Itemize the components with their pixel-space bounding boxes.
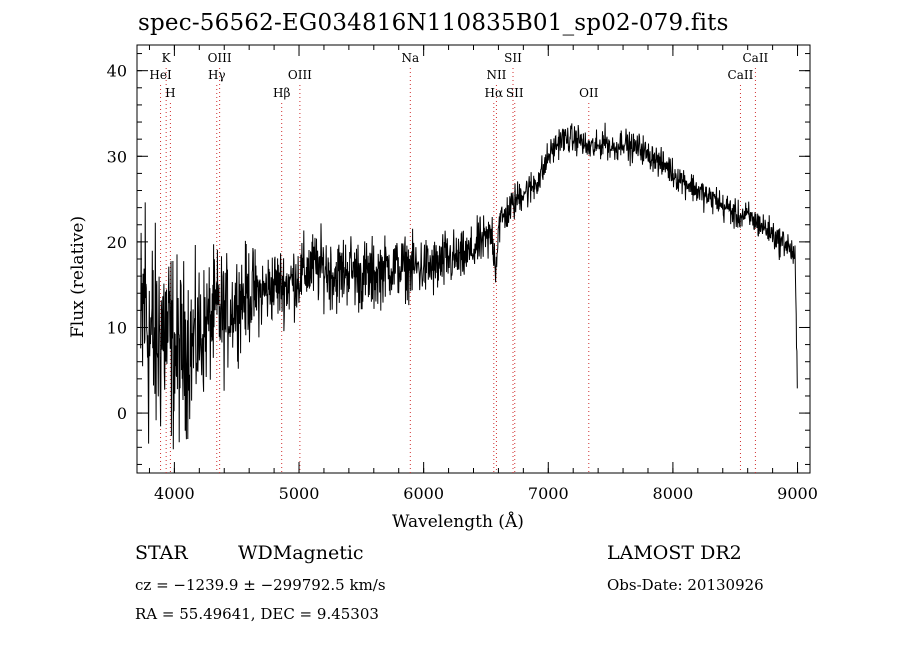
x-tick-label: 5000 [279,484,320,503]
plot-frame [136,44,811,474]
x-axis-label: Wavelength (Å) [392,512,524,532]
x-tick-label: 4000 [154,484,195,503]
y-axis-label: Flux (relative) [68,215,88,338]
line-marker-label: K [162,51,172,65]
line-marker-label: Hβ [273,86,290,100]
line-marker-label: CaII [742,51,768,65]
y-tick-label: 40 [107,62,127,81]
y-tick-label: 0 [117,404,127,423]
y-tick-label: 30 [107,147,127,166]
survey-name: LAMOST DR2 [607,542,742,564]
line-marker-label: OII [579,86,599,100]
line-marker-label: Hα [485,86,504,100]
x-tick-label: 8000 [653,484,694,503]
line-marker-label: Na [401,51,419,65]
line-marker-label: SII [504,51,522,65]
y-tick-label: 20 [107,233,127,252]
chart-title: spec-56562-EG034816N110835B01_sp02-079.f… [138,10,729,36]
axes-layer: 4000 5000 6000 7000 8000 9000 0 10 20 30 40 [107,44,818,503]
obs-date: Obs-Date: 20130926 [607,576,764,594]
x-tick-label: 7000 [528,484,569,503]
line-marker-label: NII [486,68,506,82]
line-marker-label: OIII [288,68,312,82]
object-subclass: WDMagnetic [238,542,364,564]
line-marker-label: OIII [208,51,232,65]
line-marker-label: SII [506,86,524,100]
object-class: STAR [135,542,188,564]
redshift-readout: cz = −1239.9 ± −299792.5 km/s [135,576,386,594]
line-marker-label: H [165,86,175,100]
line-marker-label: CaII [728,68,754,82]
line-marker-label: Hγ [208,68,226,82]
y-tick-label: 10 [107,318,127,337]
coordinates: RA = 55.49641, DEC = 9.45303 [135,605,379,623]
line-marker-label: HeI [149,68,172,82]
x-tick-label: 9000 [777,484,818,503]
spectrum-line [140,122,798,450]
x-tick-label: 6000 [403,484,444,503]
